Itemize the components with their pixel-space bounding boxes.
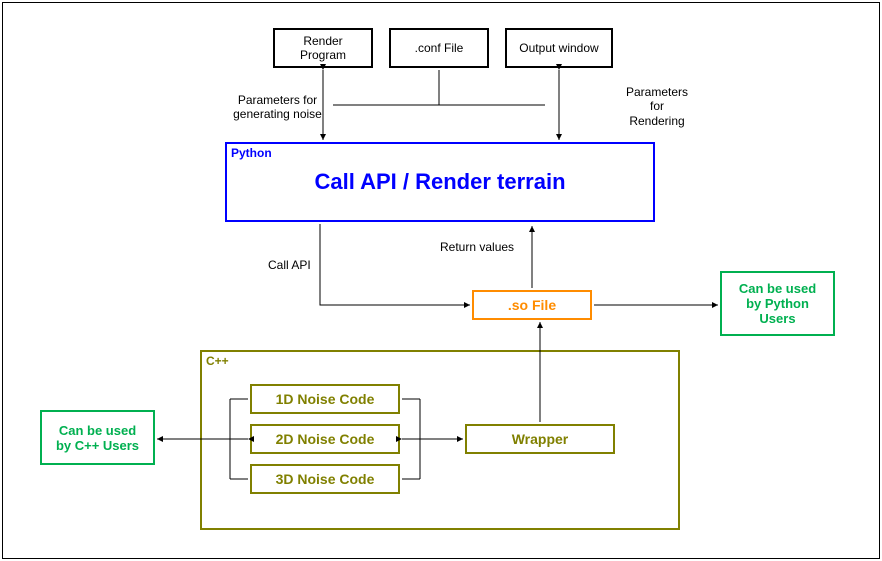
node-noise-2d: 2D Noise Code: [250, 424, 400, 454]
label-python-users: Can be used by Python Users: [739, 281, 816, 326]
label-output-window: Output window: [519, 41, 598, 55]
label-cpp-users: Can be used by C++ Users: [56, 423, 139, 453]
label-noise-1d: 1D Noise Code: [276, 391, 375, 407]
edge-label-params-render: Parameters for Rendering: [617, 85, 697, 128]
label-call-api: Call API / Render terrain: [314, 169, 565, 195]
label-so-file: .so File: [508, 297, 556, 313]
label-cpp-title: C++: [206, 354, 229, 368]
node-so-file: .so File: [472, 290, 592, 320]
node-wrapper: Wrapper: [465, 424, 615, 454]
node-conf-file: .conf File: [389, 28, 489, 68]
label-wrapper: Wrapper: [512, 431, 569, 447]
label-conf-file: .conf File: [415, 41, 464, 55]
node-noise-1d: 1D Noise Code: [250, 384, 400, 414]
node-python-users: Can be used by Python Users: [720, 271, 835, 336]
node-output-window: Output window: [505, 28, 613, 68]
node-noise-3d: 3D Noise Code: [250, 464, 400, 494]
node-cpp-users: Can be used by C++ Users: [40, 410, 155, 465]
label-python-title: Python: [231, 146, 272, 160]
edge-label-params-noise: Parameters for generating noise: [225, 93, 330, 122]
label-render-program: Render Program: [300, 34, 346, 62]
label-noise-3d: 3D Noise Code: [276, 471, 375, 487]
edge-label-return-values: Return values: [440, 240, 514, 254]
label-noise-2d: 2D Noise Code: [276, 431, 375, 447]
node-render-program: Render Program: [273, 28, 373, 68]
node-python-container: Python Call API / Render terrain: [225, 142, 655, 222]
edge-label-call-api: Call API: [268, 258, 311, 272]
